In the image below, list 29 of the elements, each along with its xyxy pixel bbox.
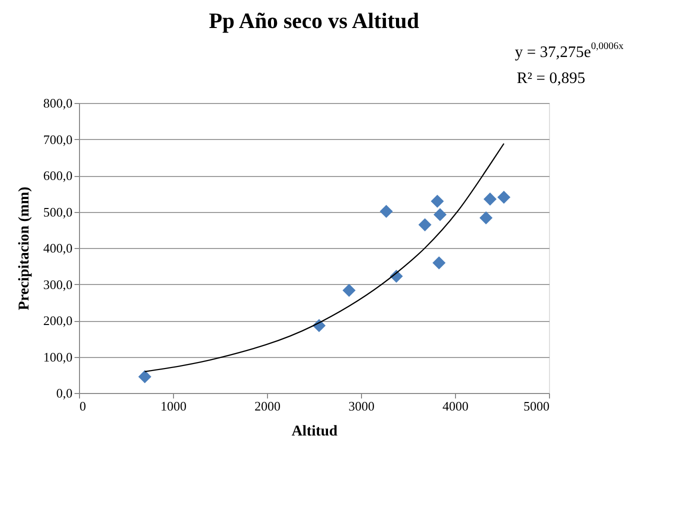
point	[380, 204, 393, 218]
x-tick-label: 2000	[254, 398, 280, 414]
y-tick-label: 0,0	[56, 386, 72, 400]
x-tick-label: 4000	[442, 398, 468, 414]
y-tick-label: 500,0	[43, 204, 72, 220]
point	[497, 190, 510, 204]
point	[432, 256, 446, 270]
y-axis-title: Precipitacion (mm)	[16, 186, 32, 310]
y-tick-label: 200,0	[43, 313, 72, 328]
text: R² = 0,895	[516, 70, 586, 87]
point	[484, 192, 497, 206]
y-tick-label: 400,0	[43, 240, 72, 256]
x-tick-label: 3000	[348, 398, 374, 414]
y-tick-label: 100,0	[43, 349, 72, 364]
point	[480, 211, 493, 224]
y-tick-label: 700,0	[43, 132, 72, 147]
chart-title: Pp Año seco vs Altitud	[208, 8, 420, 33]
x-tick-label: 1000	[160, 398, 186, 414]
x-axis-title: Altitud	[292, 424, 338, 440]
y-tick-label: 800,0	[43, 96, 72, 110]
point	[434, 208, 447, 222]
point	[418, 218, 432, 232]
y-tick-label: 300,0	[43, 276, 72, 292]
point	[138, 370, 152, 384]
x-tick-label: 0	[80, 398, 86, 414]
x-tick-label: 5000	[524, 398, 550, 414]
point	[430, 194, 444, 208]
point	[342, 284, 356, 297]
y-tick-label: 600,0	[43, 168, 72, 183]
